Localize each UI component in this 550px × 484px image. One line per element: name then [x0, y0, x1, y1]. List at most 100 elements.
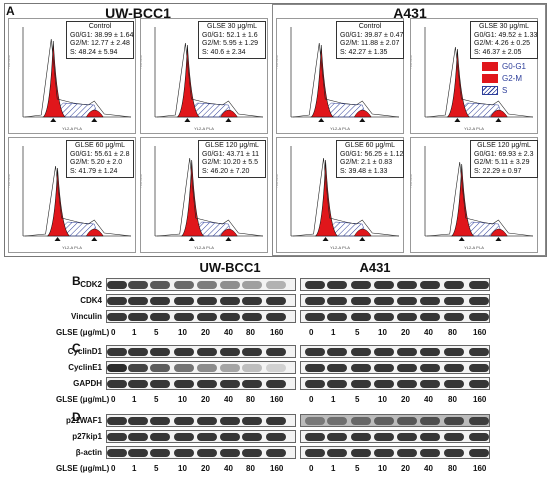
protein-band: [266, 364, 286, 372]
protein-band: [305, 449, 325, 457]
dose-value: 5: [154, 395, 159, 404]
red-swatch: [482, 73, 498, 83]
protein-band: [220, 449, 240, 457]
protein-band: [327, 417, 347, 425]
stats-title: GLSE 30 μg/mL: [207, 23, 257, 30]
protein-band: [107, 313, 127, 321]
protein-band: [220, 364, 240, 372]
dose-value: 10: [178, 395, 187, 404]
stats-line: S: 46.37 ± 2.05: [474, 48, 522, 56]
dose-value: 40: [424, 328, 433, 337]
panel-a-right-title: A431: [393, 5, 427, 21]
protein-band: [374, 297, 394, 305]
protein-band: [444, 380, 464, 388]
panel-a-letter: A: [6, 4, 15, 18]
protein-band: [444, 348, 464, 356]
stats-line: G2/M: 11.88 ± 2.07: [340, 40, 400, 47]
protein-band: [150, 348, 170, 356]
protein-band: [420, 313, 440, 321]
protein-band: [150, 313, 170, 321]
dose-value: 5: [355, 464, 360, 473]
dose-value: 40: [424, 464, 433, 473]
stats-title: GLSE 60 μg/mL: [75, 142, 125, 149]
protein-band: [242, 364, 262, 372]
protein-band: [266, 449, 286, 457]
y-axis-label: Number: [8, 173, 11, 188]
protein-band: [197, 364, 217, 372]
legend-item-s: S: [482, 84, 526, 96]
protein-band: [220, 433, 240, 441]
stats-line: G2/M: 5.20 ± 2.0: [70, 159, 123, 166]
blot-strip: [300, 430, 490, 443]
protein-band: [305, 417, 325, 425]
dose-value: 10: [178, 328, 187, 337]
protein-band: [128, 380, 148, 388]
protein-band: [397, 417, 417, 425]
protein-band: [469, 364, 489, 372]
protein-band: [266, 380, 286, 388]
protein-band: [150, 449, 170, 457]
protein-band: [197, 348, 217, 356]
stats-line: S: 39.48 ± 1.33: [340, 167, 388, 175]
protein-band: [351, 281, 371, 289]
stats-line: G2/M: 5.95 ± 1.29: [202, 40, 258, 47]
protein-band: [128, 417, 148, 425]
legend-label: G0-G1: [502, 61, 527, 71]
blot-strip: [106, 345, 296, 358]
protein-band: [107, 364, 127, 372]
protein-band: [420, 297, 440, 305]
panel-a: [4, 3, 547, 257]
protein-band: [327, 281, 347, 289]
stats-line: G2/M: 2.1 ± 0.83: [340, 159, 393, 166]
protein-band: [327, 380, 347, 388]
cell-cycle-stats-box: GLSE 30 μg/mL G0/G1: 49.52 ± 1.33 G2/M: 4.…: [470, 21, 538, 59]
protein-band: [242, 433, 262, 441]
protein-band: [351, 297, 371, 305]
blot-strip: [106, 310, 296, 323]
protein-band: [242, 297, 262, 305]
protein-band: [420, 449, 440, 457]
dose-value: 10: [378, 464, 387, 473]
x-axis-label: YL2-A PI-A: [194, 245, 214, 250]
protein-band: [397, 380, 417, 388]
stats-line: S: 22.29 ± 0.97: [474, 167, 522, 175]
stats-line: G0/G1: 56.25 ± 1.12: [340, 150, 404, 158]
stats-line: S: 41.79 ± 1.24: [70, 167, 118, 175]
protein-band: [220, 380, 240, 388]
cell-cycle-stats-box: Control G0/G1: 39.87 ± 0.47 G2/M: 11.88 ± …: [336, 21, 404, 59]
stats-line: G0/G1: 52.1 ± 1.6: [202, 31, 258, 39]
protein-band: [242, 313, 262, 321]
dose-value: 160: [473, 395, 487, 404]
protein-band: [174, 281, 194, 289]
blot-strip: [106, 430, 296, 443]
protein-band: [266, 417, 286, 425]
protein-band: [374, 433, 394, 441]
protein-band: [197, 297, 217, 305]
protein-band: [351, 313, 371, 321]
blot-left-title: UW-BCC1: [199, 260, 261, 275]
protein-band: [420, 281, 440, 289]
protein-label: p21WAF1: [65, 416, 102, 425]
y-axis-label: Number: [276, 173, 279, 188]
dose-value: 1: [132, 464, 137, 473]
y-axis-label: Number: [276, 54, 279, 69]
protein-band: [174, 348, 194, 356]
blot-strip: [300, 310, 490, 323]
stats-title: Control: [88, 23, 112, 30]
protein-band: [266, 313, 286, 321]
protein-band: [374, 380, 394, 388]
legend-item-g0g1: G0-G1: [482, 60, 526, 72]
stats-line: S: 46.20 ± 7.20: [202, 167, 250, 175]
protein-band: [374, 417, 394, 425]
protein-band: [107, 417, 127, 425]
stats-title: GLSE 30 μg/mL: [479, 23, 529, 30]
protein-band: [128, 297, 148, 305]
protein-band: [150, 417, 170, 425]
stats-title: GLSE 120 μg/mL: [477, 142, 531, 149]
stats-line: G2/M: 12.77 ± 2.48: [70, 40, 130, 47]
y-axis-label: Number: [140, 173, 143, 188]
protein-band: [266, 281, 286, 289]
dose-value: 10: [178, 464, 187, 473]
dose-value: 20: [401, 395, 410, 404]
dose-value: 160: [270, 395, 284, 404]
